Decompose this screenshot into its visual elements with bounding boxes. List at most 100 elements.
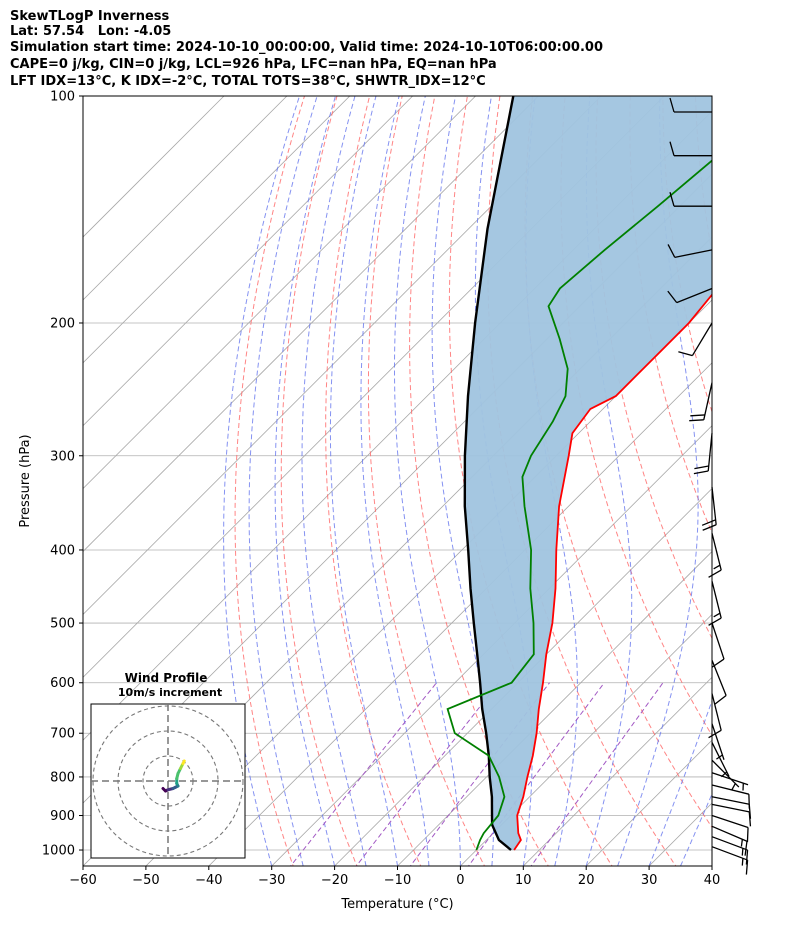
wind-barb-flag xyxy=(708,617,722,626)
wind-barb-flag xyxy=(669,97,675,113)
y-tick-label: 400 xyxy=(50,543,75,558)
wind-barb xyxy=(669,192,712,207)
wind-barb xyxy=(711,814,749,843)
dry-adiabat-line xyxy=(662,96,712,414)
wind-barb-half-flag xyxy=(720,771,728,778)
dry-adiabat-line xyxy=(234,96,306,866)
y-tick-label: 100 xyxy=(50,90,75,105)
wind-barb-staff xyxy=(711,486,717,525)
chart-title: SkewTLogP Inverness xyxy=(10,9,170,24)
mixing-ratio-line xyxy=(355,682,499,866)
wind-barb-half-flag xyxy=(742,783,744,791)
dry-adiabat-line xyxy=(595,96,712,640)
isotherm-line xyxy=(83,96,351,364)
wind-barb xyxy=(708,581,722,626)
wind-barb xyxy=(701,486,717,531)
chart-times: Simulation start time: 2024-10-10_00:00:… xyxy=(10,40,603,55)
wind-barb xyxy=(711,836,749,865)
wind-barb-half-flag xyxy=(731,783,736,791)
wind-barb-flag xyxy=(708,729,722,739)
wind-barb-staff xyxy=(711,836,748,851)
chart-indices-1: CAPE=0 j/kg, CIN=0 j/kg, LCL=926 hPa, LF… xyxy=(10,57,497,72)
wind-barb-half-flag xyxy=(741,848,744,856)
wind-barb-flag xyxy=(746,827,749,843)
wind-barb-staff xyxy=(711,784,750,795)
wind-barb-staff xyxy=(711,693,722,731)
wind-barb xyxy=(711,723,725,760)
dewpoint-line xyxy=(446,159,712,851)
dry-adiabat-line xyxy=(325,96,422,866)
wind-barb xyxy=(711,825,748,856)
y-axis-label: Pressure (hPa) xyxy=(18,434,33,527)
wind-barb xyxy=(669,141,712,157)
wind-barb-flag xyxy=(689,419,704,422)
y-tick-label: 900 xyxy=(50,809,75,824)
wind-barb-flag xyxy=(694,465,709,470)
wind-barb-staff xyxy=(711,581,722,619)
moist-adiabat-line xyxy=(648,699,712,866)
chart-location: Lat: 57.54 Lon: -4.05 xyxy=(10,24,172,39)
y-tick-label: 800 xyxy=(50,770,75,785)
moist-adiabat-line xyxy=(585,96,633,866)
hodograph-subtitle: 10m/s increment xyxy=(118,686,222,699)
hodograph-area xyxy=(91,704,245,858)
wind-barb-staff xyxy=(707,433,713,472)
moist-adiabat-line xyxy=(617,96,699,866)
dry-adiabat-line xyxy=(727,79,794,869)
x-tick-label: −30 xyxy=(258,873,285,888)
wind-barb-flag xyxy=(714,694,727,705)
hodograph-title: Wind Profile xyxy=(125,671,208,685)
wind-barb xyxy=(669,97,712,113)
temperature-line xyxy=(513,293,712,851)
moist-adiabat-line xyxy=(360,96,430,866)
isotherm-line xyxy=(83,96,225,238)
moist-adiabat-line xyxy=(301,96,367,866)
wind-barb xyxy=(708,533,722,578)
wind-barb-flag xyxy=(667,290,678,304)
isotherm-line xyxy=(83,96,288,301)
dry-adiabat-line xyxy=(367,96,486,866)
y-tick-label: 200 xyxy=(50,316,75,331)
moist-adiabat-line xyxy=(248,96,318,866)
moist-adiabat-line xyxy=(711,864,712,866)
x-tick-label: −40 xyxy=(195,873,222,888)
wind-barb xyxy=(667,287,713,304)
wind-barb-flag xyxy=(693,470,709,475)
wind-barb-flag xyxy=(708,569,722,578)
mixing-ratio-line xyxy=(289,682,437,866)
wind-barb-flag xyxy=(748,794,751,809)
wind-barb-half-flag xyxy=(713,612,721,618)
wind-barb-flag xyxy=(667,244,676,258)
y-tick-label: 300 xyxy=(50,449,75,464)
isotherm-line xyxy=(83,96,539,553)
parcel-profile-line xyxy=(463,96,515,851)
stable-area-fill xyxy=(464,96,712,850)
wind-barb-flag xyxy=(669,192,675,207)
wind-barb-staff xyxy=(711,533,722,571)
wind-barb-staff xyxy=(711,742,730,777)
wind-barb xyxy=(711,803,752,827)
wind-barb-flag xyxy=(678,351,693,357)
isotherm-line xyxy=(83,96,413,427)
wind-barb-flag xyxy=(690,414,705,417)
x-tick-label: 40 xyxy=(704,873,721,888)
chart-indices-2: LFT IDX=13°C, K IDX=-2°C, TOTAL TOTS=38°… xyxy=(10,74,486,89)
wind-barb xyxy=(678,322,713,357)
isotherm-line xyxy=(523,676,712,866)
wind-barb xyxy=(693,433,713,475)
wind-barb xyxy=(711,742,730,778)
wind-barb-flag xyxy=(744,841,748,856)
isotherm-line xyxy=(460,613,712,866)
wind-barb-staff xyxy=(711,796,750,805)
y-tick-label: 1000 xyxy=(42,844,75,859)
wind-barb xyxy=(689,382,713,422)
x-tick-label: −50 xyxy=(132,873,159,888)
moist-adiabat-line xyxy=(274,96,336,866)
y-tick-label: 500 xyxy=(50,617,75,632)
wind-barb-staff xyxy=(711,846,748,861)
dry-adiabat-line xyxy=(409,96,549,866)
wind-barb-flag xyxy=(701,519,716,526)
moist-adiabat-line xyxy=(431,96,495,866)
x-tick-label: −10 xyxy=(384,873,411,888)
